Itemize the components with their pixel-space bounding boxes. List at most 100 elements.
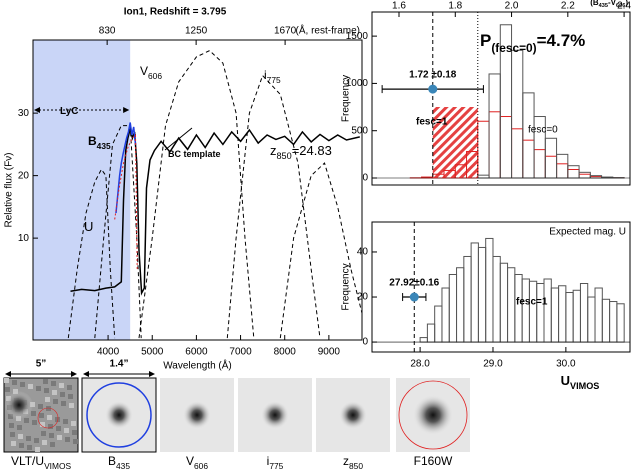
annotation: BC template (168, 149, 221, 159)
y-tick-label: 20 (357, 292, 369, 303)
noise (67, 385, 72, 390)
histogram-bar (507, 267, 516, 343)
text-part: VLT/U (11, 454, 44, 468)
y-axis-label: Frequency (341, 263, 352, 310)
noise (10, 432, 15, 437)
annotation: B435 (88, 134, 111, 151)
noise (44, 388, 49, 393)
noise (24, 418, 29, 423)
x-tick-label: 28.0 (410, 359, 430, 370)
subscript: 775 (267, 75, 281, 85)
histogram-bar (558, 285, 567, 343)
histogram-bar (499, 262, 509, 343)
chart-title: Ion1, Redshift = 3.795 (124, 7, 227, 18)
text-part: F160W (414, 454, 453, 468)
text-part: =24.83 (292, 143, 332, 158)
noise (38, 404, 43, 409)
x-axis-label: Wavelength (Å) (163, 359, 232, 372)
histogram-bar (579, 283, 589, 343)
histogram-bar (492, 255, 501, 343)
x-tick-label: 8000 (274, 347, 297, 358)
histogram-bar (567, 165, 580, 179)
measure-point (428, 84, 438, 94)
y-tick-label: 1500 (346, 31, 369, 42)
text-part: =4.7% (537, 31, 586, 50)
histogram-bar (477, 120, 490, 179)
noise (49, 433, 54, 438)
spectrum-line (115, 122, 137, 214)
noise (46, 406, 51, 411)
hatched-region (432, 107, 478, 179)
x-tick-label: 29.0 (483, 359, 503, 370)
subscript: (fesc=0) (491, 41, 536, 55)
text-part: -V (608, 0, 617, 7)
source (339, 401, 367, 429)
x-tick-label: 1.6 (392, 1, 406, 12)
x-tick-label: 30.0 (556, 359, 576, 370)
y-axis-label: Relative flux (Fν) (4, 152, 15, 227)
histogram-bar (434, 305, 443, 343)
y-tick-label: 0 (362, 173, 368, 184)
histogram-bar (544, 137, 558, 179)
y-tick-label: 1000 (346, 78, 369, 89)
noise (12, 380, 17, 385)
noise (5, 387, 10, 392)
noise (34, 438, 39, 443)
y-tick-label: 10 (18, 233, 30, 244)
histogram-bar (448, 273, 458, 343)
x2-tick-label: 1670 (274, 26, 297, 37)
x2-tick-label: 830 (99, 26, 116, 37)
histogram-bar (567, 168, 580, 179)
text-part: z (270, 143, 277, 158)
x-tick-label: 9000 (318, 347, 341, 358)
subscript: 606 (194, 461, 208, 471)
noise (52, 390, 57, 395)
histogram-bar (470, 242, 479, 343)
legend-label: fesc=1 (416, 117, 448, 128)
subscript: 850 (277, 151, 292, 161)
aperture (86, 382, 152, 448)
probability-label: P(fesc=0)=4.7% (480, 31, 585, 55)
histogram-bar (601, 298, 611, 343)
aperture (398, 380, 468, 450)
subscript: 850 (349, 461, 363, 471)
text-part: ) (625, 0, 628, 7)
noise (48, 424, 53, 429)
x-tick-label: 2.2 (561, 1, 575, 12)
y-tick-label: 0 (362, 337, 368, 348)
text-part: LyC (60, 106, 79, 117)
cutout-label: VLT/UVIMOS (11, 454, 72, 471)
plot-frame (32, 39, 363, 341)
noise (9, 423, 14, 428)
measure-point (409, 292, 419, 302)
noise (39, 413, 44, 418)
noise (53, 399, 58, 404)
plot-frame (371, 11, 631, 186)
legend-label: fesc=1 (516, 297, 548, 308)
aperture (37, 407, 59, 429)
histogram-bar (533, 149, 546, 179)
cutout-label: i775 (267, 454, 284, 471)
noise (64, 428, 69, 433)
scale-label: 1.4” (110, 359, 129, 370)
spectrum-line (94, 125, 142, 339)
legend-label: fesc=0 (528, 125, 558, 136)
histogram-bar (511, 128, 524, 179)
histogram-bar (419, 337, 428, 343)
noise (65, 437, 70, 442)
histogram-bar (511, 49, 524, 179)
histogram-bar (441, 287, 450, 343)
noise (20, 382, 25, 387)
noise (73, 439, 78, 444)
x2-axis-label: (Å, rest-frame) (296, 24, 360, 37)
spectrum-line (279, 162, 363, 339)
source (5, 391, 33, 419)
noise (68, 394, 73, 399)
y-tick-label: 40 (357, 247, 369, 258)
cutout-label: F160W (414, 454, 453, 468)
noise (43, 379, 48, 384)
x-tick-label: 1.8 (448, 1, 462, 12)
histogram-bar (565, 292, 574, 343)
spectrum-line (226, 74, 321, 339)
x-tick-label: 4000 (97, 347, 120, 358)
